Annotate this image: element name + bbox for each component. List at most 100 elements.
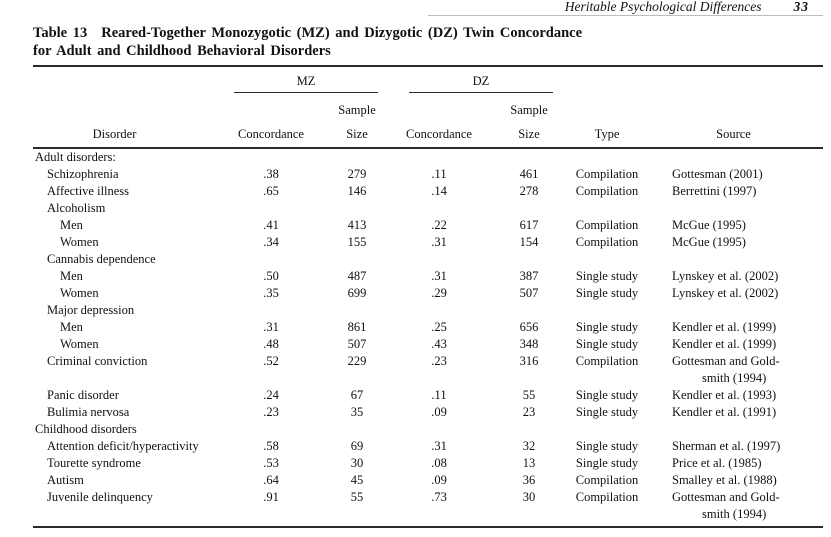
- mz-concordance-cell: [232, 251, 310, 268]
- type-cell: Single study: [575, 269, 639, 283]
- table-row: Juvenile delinquency .91 55 .73 30 Compi…: [33, 489, 823, 523]
- table-bottom-rule: [33, 526, 823, 528]
- sample-subheader-row: Sample Sample: [33, 99, 823, 119]
- source-line2: smith (1994): [702, 507, 767, 521]
- mz-concordance-cell: .50: [263, 269, 279, 283]
- table-row: Women .48 507 .43 348 Single study Kendl…: [33, 336, 823, 353]
- type-cell: Single study: [575, 439, 639, 453]
- table-caption-text: Reared-Together Monozygotic (MZ) and Diz…: [101, 25, 583, 41]
- table-row: Childhood disorders: [33, 421, 823, 438]
- mz-concordance-cell: .58: [263, 439, 279, 453]
- mz-sample-header-line2: Size: [310, 119, 404, 149]
- disorder-cell: Autism: [47, 473, 84, 487]
- source-line1: Kendler et al. (1993): [672, 388, 777, 402]
- mz-spanner-rule: [234, 92, 378, 93]
- source-line1: Gottesman (2001): [672, 167, 763, 181]
- dz-sample-header-line1: Sample: [510, 103, 548, 117]
- dz-concordance-cell: .08: [431, 456, 447, 470]
- mz-sample-size-cell: 35: [350, 405, 364, 419]
- source-cell: McGue (1995): [644, 234, 823, 251]
- mz-concordance-cell: .52: [263, 354, 279, 368]
- disorder-cell: Panic disorder: [47, 388, 119, 402]
- mz-concordance-cell: [232, 421, 310, 438]
- source-cell: Price et al. (1985): [644, 455, 823, 472]
- source-cell: [644, 302, 823, 319]
- dz-sample-size-cell: 617: [519, 218, 539, 232]
- dz-sample-size-cell: 656: [519, 320, 539, 334]
- table-row: Men .31 861 .25 656 Single study Kendler…: [33, 319, 823, 336]
- source-cell: Kendler et al. (1999): [644, 336, 823, 353]
- dz-sample-size-cell: 13: [522, 456, 536, 470]
- mz-sample-header-line1: Sample: [338, 103, 376, 117]
- dz-sample-size-cell: 36: [522, 473, 536, 487]
- table-row: Women .34 155 .31 154 Compilation McGue …: [33, 234, 823, 251]
- type-cell: Compilation: [575, 490, 639, 504]
- table-row: Men .50 487 .31 387 Single study Lynskey…: [33, 268, 823, 285]
- dz-sample-size-cell: 55: [522, 388, 536, 402]
- mz-sample-size-cell: 45: [350, 473, 364, 487]
- disorder-cell: Men: [60, 218, 83, 232]
- disorder-cell: Attention deficit/hyperactivity: [47, 439, 199, 453]
- source-cell: Gottesman (2001): [644, 166, 823, 183]
- mz-concordance-cell: [232, 200, 310, 217]
- table-row: Autism .64 45 .09 36 Compilation Smalley…: [33, 472, 823, 489]
- source-cell: [644, 251, 823, 268]
- table-row: Alcoholism: [33, 200, 823, 217]
- source-line1: Lynskey et al. (2002): [672, 286, 779, 300]
- disorder-cell: Tourette syndrome: [47, 456, 141, 470]
- source-line1: Gottesman and Gold-: [672, 490, 780, 504]
- type-cell: Compilation: [575, 184, 639, 198]
- mz-sample-size-cell: 507: [347, 337, 367, 351]
- dz-sample-size-cell: [474, 302, 570, 319]
- type-column-header: Type: [570, 119, 644, 149]
- dz-concordance-cell: .09: [431, 473, 447, 487]
- disorder-cell: Schizophrenia: [47, 167, 119, 181]
- type-cell: Single study: [575, 388, 639, 402]
- disorder-cell: Men: [60, 320, 83, 334]
- mz-sample-size-cell: [310, 302, 404, 319]
- mz-concordance-cell: .24: [263, 388, 279, 402]
- dz-spanner-label: DZ: [472, 74, 490, 88]
- dz-sample-size-cell: 316: [519, 354, 539, 368]
- mz-sample-size-cell: 861: [347, 320, 367, 334]
- table-row: Adult disorders:: [33, 148, 823, 166]
- dz-concordance-cell: .43: [431, 337, 447, 351]
- source-line1: Lynskey et al. (2002): [672, 269, 779, 283]
- dz-sample-size-cell: 461: [519, 167, 539, 181]
- mz-sample-size-cell: 30: [350, 456, 364, 470]
- type-cell: Single study: [575, 456, 639, 470]
- source-cell: Gottesman and Gold- smith (1994): [644, 353, 823, 387]
- disorder-cell: Major depression: [47, 303, 135, 317]
- source-line1: Smalley et al. (1988): [672, 473, 777, 487]
- type-cell: Compilation: [575, 167, 639, 181]
- mz-sample-size-cell: 67: [350, 388, 364, 402]
- dz-concordance-cell: .11: [431, 388, 447, 402]
- table-caption-label: Table 13: [33, 25, 88, 41]
- dz-sample-size-cell: 32: [522, 439, 536, 453]
- source-cell: Gottesman and Gold- smith (1994): [644, 489, 823, 523]
- dz-concordance-cell: [404, 251, 474, 268]
- source-cell: Lynskey et al. (2002): [644, 268, 823, 285]
- dz-sample-size-cell: 387: [519, 269, 539, 283]
- table-caption-line1: Table 13 Reared-Together Monozygotic (MZ)…: [33, 25, 823, 43]
- dz-sample-size-cell: [474, 148, 570, 166]
- disorder-cell: Adult disorders:: [35, 150, 116, 164]
- dz-concordance-cell: [404, 148, 474, 166]
- column-header-row: Disorder Concordance Size Concordance Si…: [33, 119, 823, 149]
- mz-sample-size-cell: 699: [347, 286, 367, 300]
- dz-spanner-rule: [409, 92, 553, 93]
- source-cell: Kendler et al. (1991): [644, 404, 823, 421]
- dz-concordance-column-header: Concordance: [404, 119, 474, 149]
- mz-sample-size-cell: [310, 200, 404, 217]
- source-cell: Sherman et al. (1997): [644, 438, 823, 455]
- mz-concordance-cell: .23: [263, 405, 279, 419]
- dz-concordance-cell: .31: [431, 269, 447, 283]
- table-row: Cannabis dependence: [33, 251, 823, 268]
- mz-concordance-column-header: Concordance: [232, 119, 310, 149]
- source-cell: Smalley et al. (1988): [644, 472, 823, 489]
- mz-spanner: MZ: [232, 73, 404, 93]
- table-row: Criminal conviction .52 229 .23 316 Comp…: [33, 353, 823, 387]
- dz-concordance-cell: .31: [431, 235, 447, 249]
- disorder-cell: Cannabis dependence: [47, 252, 156, 266]
- mz-concordance-cell: .53: [263, 456, 279, 470]
